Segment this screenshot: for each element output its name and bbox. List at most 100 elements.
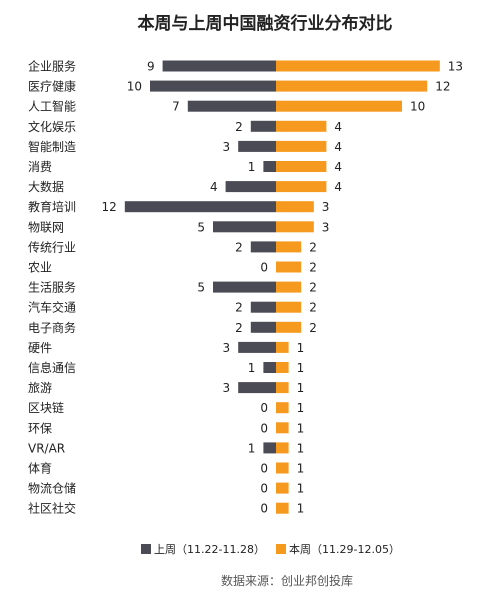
value-label-last-week: 0 xyxy=(260,482,268,496)
bar-last-week xyxy=(263,362,276,373)
value-label-last-week: 2 xyxy=(235,321,243,335)
bar-last-week xyxy=(162,60,276,72)
chart-row: 农业 0 2 xyxy=(28,261,317,275)
source-note: 数据来源：创业邦创投库 xyxy=(221,573,353,588)
value-label-last-week: 10 xyxy=(127,80,142,94)
category-label: 智能制造 xyxy=(28,139,76,154)
value-label-last-week: 0 xyxy=(260,421,268,435)
chart-row: 社区社交 0 1 xyxy=(28,501,304,516)
bar-last-week xyxy=(238,140,276,152)
bar-last-week xyxy=(263,161,276,172)
chart-title: 本周与上周中国融资行业分布对比 xyxy=(138,13,393,34)
chart-row: 传统行业 2 2 xyxy=(28,239,317,254)
value-label-last-week: 3 xyxy=(223,140,231,154)
chart-row: 消费 1 4 xyxy=(28,160,342,174)
bar-this-week xyxy=(276,261,302,273)
category-label: 体育 xyxy=(28,461,52,476)
bar-this-week xyxy=(276,482,289,494)
value-label-last-week: 4 xyxy=(210,180,218,194)
category-label: 硬件 xyxy=(28,341,52,355)
chart-row: 医疗健康 10 12 xyxy=(28,79,450,94)
value-label-last-week: 5 xyxy=(197,220,205,234)
chart-row: 文化娱乐 2 4 xyxy=(28,119,342,134)
chart-row: 智能制造 3 4 xyxy=(28,139,342,154)
bar-this-week xyxy=(276,422,289,434)
value-label-this-week: 1 xyxy=(297,361,305,375)
bar-last-week xyxy=(250,241,276,253)
value-label-this-week: 2 xyxy=(309,261,317,275)
value-label-last-week: 12 xyxy=(102,200,117,214)
category-label: 电子商务 xyxy=(28,320,76,335)
value-label-last-week: 3 xyxy=(223,381,231,395)
value-label-this-week: 1 xyxy=(297,441,305,455)
bar-this-week xyxy=(276,80,428,92)
bar-last-week xyxy=(187,100,276,112)
value-label-this-week: 2 xyxy=(309,321,317,335)
category-label: 大数据 xyxy=(28,179,64,194)
chart-row: 教育培训 12 3 xyxy=(28,199,329,214)
category-label: 企业服务 xyxy=(28,59,76,74)
chart-legend: 上周（11.22-11.28） 本周（11.29-12.05） xyxy=(141,542,400,556)
value-label-last-week: 2 xyxy=(235,120,243,134)
value-label-this-week: 1 xyxy=(297,421,305,435)
value-label-last-week: 1 xyxy=(248,160,256,174)
value-label-this-week: 1 xyxy=(297,401,305,415)
bar-last-week xyxy=(263,442,276,454)
category-label: 社区社交 xyxy=(28,501,76,516)
value-label-last-week: 1 xyxy=(248,361,256,375)
legend-swatch-last-week xyxy=(141,544,151,554)
value-label-this-week: 4 xyxy=(334,180,342,194)
value-label-this-week: 4 xyxy=(334,120,342,134)
value-label-this-week: 4 xyxy=(334,140,342,154)
value-label-last-week: 2 xyxy=(235,240,243,254)
legend-label-last-week: 上周（11.22-11.28） xyxy=(154,543,265,556)
bar-this-week xyxy=(276,362,289,373)
category-label: 物联网 xyxy=(28,220,64,234)
bar-last-week xyxy=(213,221,276,233)
value-label-this-week: 1 xyxy=(297,341,305,355)
bar-this-week xyxy=(276,442,289,454)
bar-this-week xyxy=(276,100,402,112)
category-label: 环保 xyxy=(28,421,52,435)
bar-last-week xyxy=(225,181,276,193)
chart-row: 人工智能 7 10 xyxy=(28,99,425,114)
category-label: 医疗健康 xyxy=(28,79,76,94)
chart-row: 生活服务 5 2 xyxy=(28,280,317,295)
bar-this-week xyxy=(276,181,327,193)
category-label: VR/AR xyxy=(28,441,65,455)
value-label-this-week: 1 xyxy=(297,502,305,516)
chart-row: 硬件 3 1 xyxy=(28,341,304,355)
chart-row: 企业服务 9 13 xyxy=(28,59,463,74)
value-label-last-week: 7 xyxy=(172,100,180,114)
category-label: 消费 xyxy=(28,160,52,174)
category-label: 文化娱乐 xyxy=(28,119,76,134)
bar-last-week xyxy=(238,382,276,394)
category-label: 汽车交通 xyxy=(28,300,76,315)
value-label-last-week: 0 xyxy=(260,401,268,415)
value-label-this-week: 12 xyxy=(435,80,450,94)
chart-row: 区块链 0 1 xyxy=(28,400,304,415)
value-label-last-week: 1 xyxy=(248,441,256,455)
value-label-last-week: 0 xyxy=(260,261,268,275)
bar-this-week xyxy=(276,341,289,353)
chart-row: VR/AR 1 1 xyxy=(28,441,304,455)
category-label: 农业 xyxy=(28,261,52,275)
value-label-this-week: 1 xyxy=(297,381,305,395)
category-label: 旅游 xyxy=(28,381,52,395)
chart-row: 汽车交通 2 2 xyxy=(28,300,317,315)
category-label: 区块链 xyxy=(28,400,64,415)
bar-this-week xyxy=(276,221,314,233)
value-label-last-week: 2 xyxy=(235,301,243,315)
chart-row: 电子商务 2 2 xyxy=(28,320,317,335)
value-label-last-week: 3 xyxy=(223,341,231,355)
bar-last-week xyxy=(238,341,276,353)
value-label-this-week: 2 xyxy=(309,240,317,254)
chart-row: 旅游 3 1 xyxy=(28,381,304,395)
bar-this-week xyxy=(276,60,440,72)
value-label-this-week: 13 xyxy=(448,60,463,74)
bar-last-week xyxy=(250,301,276,313)
bar-this-week xyxy=(276,462,289,474)
value-label-last-week: 0 xyxy=(260,462,268,476)
